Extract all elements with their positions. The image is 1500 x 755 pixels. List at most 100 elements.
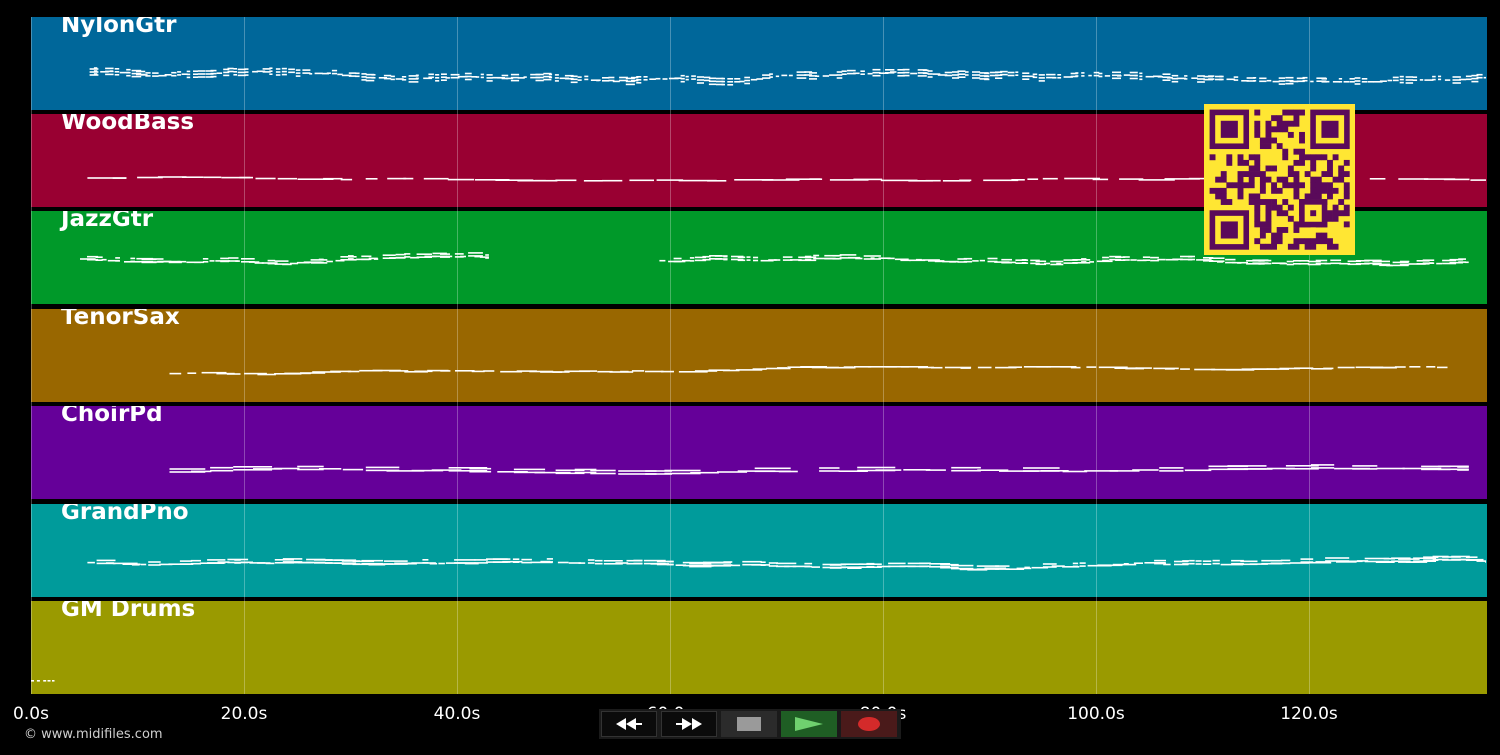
qr-module xyxy=(1215,176,1222,183)
qr-module xyxy=(1254,159,1261,166)
qr-module xyxy=(1276,176,1283,183)
qr-module xyxy=(1276,227,1283,233)
qr-module xyxy=(1310,210,1317,217)
qr-module xyxy=(1299,109,1305,116)
qr-module xyxy=(1287,109,1294,116)
qr-module xyxy=(1265,204,1272,211)
qr-module xyxy=(1338,171,1345,177)
qr-module xyxy=(1254,221,1261,228)
qr-module xyxy=(1321,120,1339,138)
time-tick-100: 100.0s xyxy=(1067,704,1125,724)
qr-module xyxy=(1254,171,1261,177)
qr-module xyxy=(1259,199,1266,205)
qr-module xyxy=(1265,199,1272,205)
fast-forward-button[interactable] xyxy=(661,711,717,737)
qr-module xyxy=(1226,199,1233,205)
qr-module xyxy=(1276,143,1283,150)
qr-module xyxy=(1265,243,1272,250)
qr-module xyxy=(1343,159,1350,166)
qr-module xyxy=(1299,148,1305,155)
qr-module xyxy=(1327,171,1333,177)
qr-module xyxy=(1282,227,1289,233)
qr-module xyxy=(1254,165,1261,172)
track-label-nylongtr: NylonGtr xyxy=(61,17,177,38)
qr-module xyxy=(1265,165,1272,172)
qr-module xyxy=(1338,210,1345,217)
qr-module xyxy=(1254,204,1261,211)
qr-module xyxy=(1287,120,1294,127)
qr-module xyxy=(1293,115,1300,122)
qr-module xyxy=(1327,159,1333,166)
track-area: NylonGtr WoodBass JazzGtr TenorSax Choir… xyxy=(31,17,1487,694)
qr-module xyxy=(1226,182,1233,189)
qr-module xyxy=(1332,187,1339,194)
qr-module xyxy=(1293,187,1300,194)
qr-module xyxy=(1343,187,1350,194)
rewind-icon xyxy=(616,718,642,730)
qr-code xyxy=(1204,104,1355,255)
stop-button[interactable] xyxy=(721,711,777,737)
qr-module xyxy=(1276,204,1283,211)
qr-module xyxy=(1226,154,1233,161)
qr-module xyxy=(1293,238,1300,245)
qr-module xyxy=(1287,165,1294,172)
qr-module xyxy=(1237,154,1244,161)
qr-module xyxy=(1259,171,1266,177)
qr-module xyxy=(1259,187,1266,194)
qr-module xyxy=(1237,182,1244,189)
qr-module xyxy=(1310,182,1317,189)
qr-module xyxy=(1237,159,1244,166)
qr-module xyxy=(1248,154,1255,161)
qr-module xyxy=(1254,215,1261,222)
qr-module xyxy=(1293,109,1300,116)
record-button[interactable] xyxy=(841,711,897,737)
qr-module xyxy=(1315,154,1322,161)
qr-module xyxy=(1287,182,1294,189)
qr-module xyxy=(1293,120,1300,127)
qr-module xyxy=(1226,159,1233,166)
qr-module xyxy=(1299,154,1305,161)
qr-module xyxy=(1343,182,1350,189)
track-label-jazzgtr: JazzGtr xyxy=(61,211,154,232)
qr-module xyxy=(1310,176,1317,183)
qr-module xyxy=(1254,210,1261,217)
qr-module xyxy=(1259,143,1266,150)
qr-module xyxy=(1276,120,1283,127)
qr-module xyxy=(1271,204,1277,211)
track-label-gm-drums: GM Drums xyxy=(61,601,196,622)
qr-module xyxy=(1299,137,1305,144)
qr-module xyxy=(1310,165,1317,172)
qr-module xyxy=(1287,215,1294,222)
qr-module xyxy=(1259,176,1266,183)
qr-module xyxy=(1315,187,1322,194)
qr-module xyxy=(1265,221,1272,228)
qr-module xyxy=(1293,243,1300,250)
qr-module xyxy=(1237,176,1244,183)
qr-module xyxy=(1215,193,1222,200)
stop-icon xyxy=(737,717,761,731)
qr-module xyxy=(1321,232,1328,239)
qr-module xyxy=(1327,165,1333,172)
qr-module xyxy=(1265,176,1272,183)
qr-module xyxy=(1321,182,1328,189)
qr-module xyxy=(1304,243,1311,250)
qr-module xyxy=(1343,171,1350,177)
qr-module xyxy=(1243,182,1250,189)
qr-module xyxy=(1321,187,1328,194)
play-button[interactable] xyxy=(781,711,837,737)
qr-module xyxy=(1310,238,1317,245)
qr-module xyxy=(1321,154,1328,161)
qr-module xyxy=(1321,171,1328,177)
qr-module xyxy=(1271,238,1277,245)
qr-module xyxy=(1276,232,1283,239)
rewind-button[interactable] xyxy=(601,711,657,737)
time-tick-120: 120.0s xyxy=(1280,704,1338,724)
qr-module xyxy=(1220,171,1227,177)
qr-module xyxy=(1248,165,1255,172)
qr-module xyxy=(1299,159,1305,166)
qr-module xyxy=(1209,187,1216,194)
qr-module xyxy=(1254,238,1261,245)
qr-module xyxy=(1259,227,1266,233)
qr-module xyxy=(1315,193,1322,200)
track-label-woodbass: WoodBass xyxy=(61,114,195,135)
